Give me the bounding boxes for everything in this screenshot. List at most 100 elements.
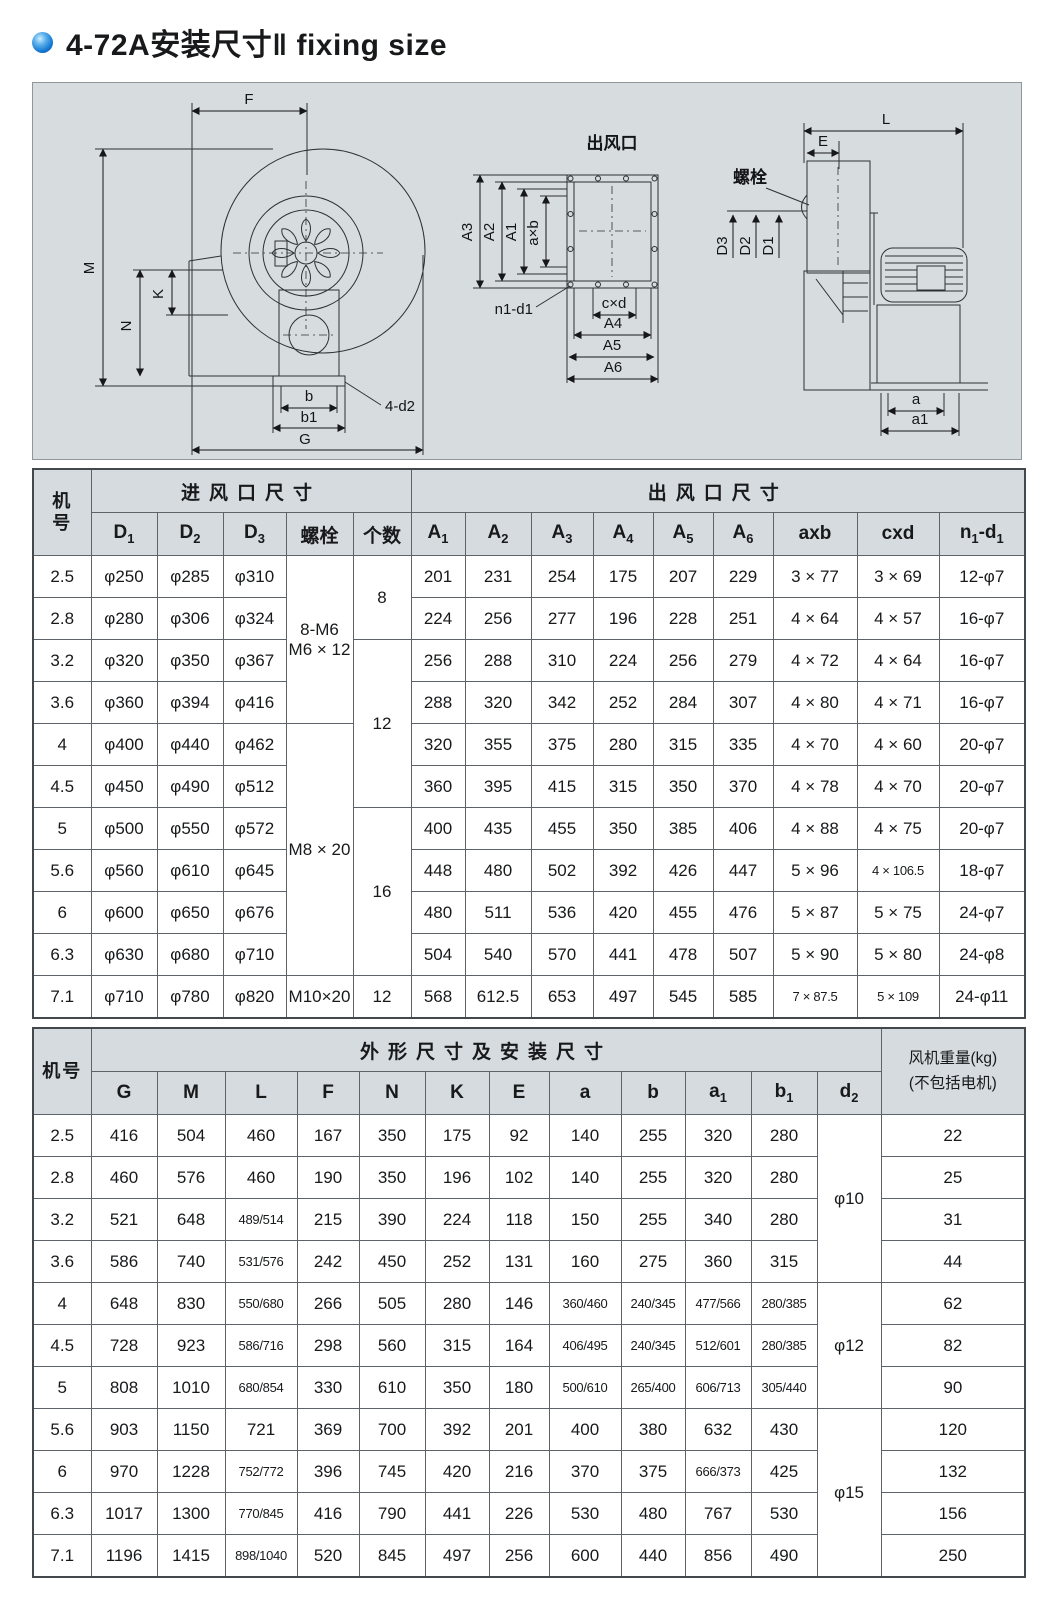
table-cell: 25	[880, 1156, 1026, 1199]
table-cell: φ820	[222, 975, 287, 1019]
table-cell: 740	[156, 1240, 226, 1283]
table-cell: 355	[464, 723, 532, 766]
table-cell: 305/440	[750, 1366, 818, 1409]
table-cell: 504	[156, 1114, 226, 1157]
table-cell: 420	[424, 1450, 490, 1493]
table-cell: 1010	[156, 1366, 226, 1409]
table-cell: 7.1	[32, 1534, 92, 1578]
table-cell: 280	[424, 1282, 490, 1325]
table-cell: 240/345	[620, 1282, 686, 1325]
table-cell: 240/345	[620, 1324, 686, 1367]
table-row: 2.5 416 504 460 167 350 175 92 140 255 320 280 φ10 22	[32, 1114, 1026, 1283]
table-cell: 280	[750, 1156, 818, 1199]
table-cell: 20-φ7	[938, 765, 1026, 808]
table-cell: φ250	[90, 555, 158, 598]
table-cell: φ572	[222, 807, 287, 850]
table-cell: 3.2	[32, 1198, 92, 1241]
table-cell: 923	[156, 1324, 226, 1367]
table-cell: 441	[592, 933, 654, 976]
table-cell: 502	[530, 849, 594, 892]
fan-front-view-with-motor: L E 螺栓 D3 D2 D1	[714, 111, 988, 436]
table-cell: 425	[750, 1450, 818, 1493]
dim-label-a1-base: a1	[912, 411, 929, 428]
table-cell: 568	[410, 975, 466, 1019]
table-cell: 3 × 77	[772, 555, 858, 598]
table-cell: 118	[488, 1198, 550, 1241]
table-cell: φ12	[816, 1282, 882, 1409]
table-cell: 550/680	[224, 1282, 298, 1325]
table-cell: 3.6	[32, 1240, 92, 1283]
table-cell: 320	[464, 681, 532, 724]
dim-label-a: a	[912, 391, 921, 408]
table-cell: φ600	[90, 891, 158, 934]
table-cell: φ680	[156, 933, 224, 976]
table-cell: 511	[464, 891, 532, 934]
table-cell: 251	[712, 597, 774, 640]
table-cell: 416	[90, 1114, 158, 1157]
inlet-group-header: 进风口尺寸	[90, 468, 412, 513]
table-cell: 4 × 70	[772, 723, 858, 766]
table-cell: 752/772	[224, 1450, 298, 1493]
table-cell: 231	[464, 555, 532, 598]
table-cell: 266	[296, 1282, 360, 1325]
table-cell: 16-φ7	[938, 597, 1026, 640]
table-cell: 156	[880, 1492, 1026, 1535]
table-cell: 480	[464, 849, 532, 892]
table-cell: 4 × 64	[856, 639, 940, 682]
table-cell: φ440	[156, 723, 224, 766]
table-cell: 396	[296, 1450, 360, 1493]
table-cell: φ780	[156, 975, 224, 1019]
machine-no-header: 机号	[32, 1027, 92, 1115]
table-cell: 770/845	[224, 1492, 298, 1535]
table-cell: 5.6	[32, 849, 92, 892]
table-cell: 500/610	[548, 1366, 622, 1409]
inlet-outlet-dimensions-table: 机号进风口尺寸 出风口尺寸 D1 D2 D3 螺栓 个数 A1 A2 A3 A4 A5 A6 axb cxd…	[32, 468, 1027, 1019]
dim-label-m: M	[81, 262, 98, 275]
table-cell: 146	[488, 1282, 550, 1325]
table-cell: 20-φ7	[938, 723, 1026, 766]
column-header: 个数	[352, 512, 412, 556]
table-cell: 653	[530, 975, 594, 1019]
table-cell: 545	[652, 975, 714, 1019]
table-cell: φ324	[222, 597, 287, 640]
table-cell: 350	[358, 1156, 426, 1199]
table-cell: 4 × 72	[772, 639, 858, 682]
table-cell: 721	[224, 1408, 298, 1451]
table-cell: 226	[488, 1492, 550, 1535]
table-cell: 505	[358, 1282, 426, 1325]
table2-body: 2.5 416 504 460 167 350 175 92 140 255 320 280 φ10 22…	[32, 1114, 1026, 1578]
table-cell: 342	[530, 681, 594, 724]
table-cell: 632	[684, 1408, 752, 1451]
table-cell: 400	[410, 807, 466, 850]
table-cell: φ560	[90, 849, 158, 892]
table-cell: φ320	[90, 639, 158, 682]
table-cell: 24-φ8	[938, 933, 1026, 976]
column-header: A3	[530, 512, 594, 556]
motor	[880, 247, 968, 303]
column-header: d2	[816, 1071, 882, 1115]
table-cell: 476	[712, 891, 774, 934]
table-cell: 24-φ7	[938, 891, 1026, 934]
table-cell: 728	[90, 1324, 158, 1367]
fan-weight-header: 风机重量(kg) (不包括电机)	[880, 1027, 1026, 1115]
table-cell: 420	[592, 891, 654, 934]
table-cell: 560	[358, 1324, 426, 1367]
table-cell: 610	[358, 1366, 426, 1409]
table-cell: 196	[592, 597, 654, 640]
table-cell: 460	[224, 1114, 298, 1157]
table-cell: φ676	[222, 891, 287, 934]
table-cell: 4 × 70	[856, 765, 940, 808]
table-cell: 426	[652, 849, 714, 892]
table-cell: 767	[684, 1492, 752, 1535]
dim-label-a1-outlet: A1	[503, 223, 520, 241]
table-cell: 6.3	[32, 933, 92, 976]
table-cell: 5 × 87	[772, 891, 858, 934]
table-cell: 5	[32, 807, 92, 850]
column-header: D2	[156, 512, 224, 556]
table-row: 6.3 1017 1300 770/845 416 790 441 226 530 480 767 5…	[32, 1492, 1026, 1535]
table-cell: 970	[90, 1450, 158, 1493]
table-cell: 370	[548, 1450, 622, 1493]
table-cell: 12-φ7	[938, 555, 1026, 598]
column-header: M	[156, 1071, 226, 1115]
